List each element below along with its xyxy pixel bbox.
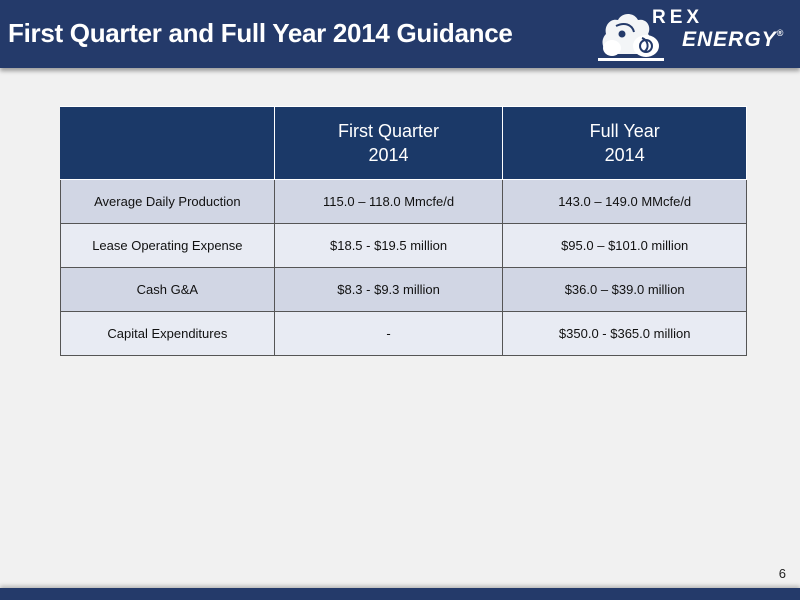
page-number: 6 bbox=[778, 566, 786, 581]
full-year-value: $36.0 – $39.0 million bbox=[502, 267, 747, 312]
row-label: Lease Operating Expense bbox=[60, 223, 275, 268]
logo-energy-text: ENERGY bbox=[682, 28, 777, 51]
table-row: Capital Expenditures - $350.0 - $365.0 m… bbox=[60, 311, 747, 356]
table-row: Lease Operating Expense $18.5 - $19.5 mi… bbox=[60, 223, 747, 268]
full-year-value: $350.0 - $365.0 million bbox=[502, 311, 747, 356]
rex-energy-logo: REX ENERGY® bbox=[596, 4, 796, 64]
ram-emblem-icon bbox=[598, 14, 664, 61]
header-first-quarter-line2: 2014 bbox=[368, 145, 409, 165]
header-full-year-line2: 2014 bbox=[604, 145, 645, 165]
table-row: Cash G&A $8.3 - $9.3 million $36.0 – $39… bbox=[60, 267, 747, 312]
row-label: Average Daily Production bbox=[60, 179, 275, 224]
logo-wordmark-energy: ENERGY® bbox=[682, 28, 784, 52]
table-header-row: First Quarter 2014 Full Year 2014 bbox=[60, 106, 747, 180]
row-label: Capital Expenditures bbox=[60, 311, 275, 356]
guidance-table: First Quarter 2014 Full Year 2014 Averag… bbox=[60, 106, 747, 356]
header-cell-blank bbox=[60, 106, 275, 180]
full-year-value: $95.0 – $101.0 million bbox=[502, 223, 747, 268]
registered-mark: ® bbox=[776, 28, 785, 38]
logo-wordmark-rex: REX bbox=[652, 7, 704, 28]
footer-bar bbox=[0, 588, 800, 600]
table-row: Average Daily Production 115.0 – 118.0 M… bbox=[60, 179, 747, 224]
header-full-year: Full Year 2014 bbox=[502, 106, 747, 180]
first-quarter-value: 115.0 – 118.0 Mmcfe/d bbox=[273, 179, 504, 224]
first-quarter-value: $18.5 - $19.5 million bbox=[273, 223, 504, 268]
full-year-value: 143.0 – 149.0 MMcfe/d bbox=[502, 179, 747, 224]
first-quarter-value: $8.3 - $9.3 million bbox=[273, 267, 504, 312]
slide-header: First Quarter and Full Year 2014 Guidanc… bbox=[0, 0, 800, 68]
first-quarter-value: - bbox=[273, 311, 504, 356]
slide-title: First Quarter and Full Year 2014 Guidanc… bbox=[8, 18, 513, 48]
header-first-quarter-line1: First Quarter bbox=[338, 121, 440, 141]
header-first-quarter: First Quarter 2014 bbox=[273, 106, 504, 180]
row-label: Cash G&A bbox=[60, 267, 275, 312]
header-full-year-line1: Full Year bbox=[589, 121, 660, 141]
